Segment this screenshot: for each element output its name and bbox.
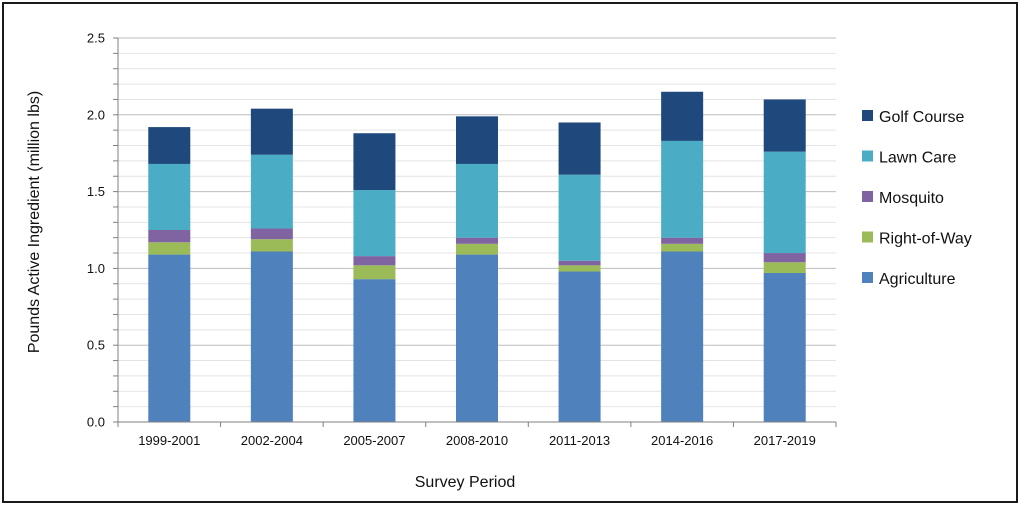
legend-swatch: [862, 191, 873, 202]
bar-segment-lawn-care: [250, 154, 293, 229]
legend-label: Golf Course: [879, 109, 964, 126]
bar-segment-agriculture: [250, 251, 293, 422]
bar-segment-agriculture: [763, 273, 806, 422]
legend: Golf Course Lawn Care Mosquito Right-of-Way…: [862, 109, 972, 288]
bar-segment-agriculture: [148, 254, 191, 422]
y-axis-title: Pounds Active Ingredient (million lbs): [26, 91, 43, 353]
legend-label: Agriculture: [879, 271, 956, 288]
y-tick-label: 2.5: [87, 31, 105, 46]
legend-label: Lawn Care: [879, 150, 956, 167]
bar-segment-golf-course: [456, 116, 498, 164]
y-tick-label: 2.0: [87, 107, 105, 122]
bar-segment-mosquito: [661, 237, 704, 244]
bar-segment-mosquito: [250, 228, 293, 240]
bar-segment-right-of-way: [558, 265, 601, 272]
axes: [113, 37, 837, 427]
bar-segment-right-of-way: [661, 243, 704, 252]
y-tick-label: 1.0: [87, 261, 105, 276]
bar-segment-golf-course: [353, 133, 396, 191]
x-tick-label: 2014-2016: [651, 433, 713, 448]
x-tick-label: 2011-2013: [549, 433, 610, 448]
tick-labels: 0.0 0.5 1.0 1.5 2.0 2.5 1999-2001 2002-2004 2005…: [87, 31, 816, 449]
bar-segment-lawn-care: [763, 151, 806, 254]
bar-segment-mosquito: [148, 230, 191, 243]
legend-label: Mosquito: [879, 190, 944, 207]
bar-segment-lawn-care: [661, 140, 704, 238]
x-axis-title: Survey Period: [415, 474, 516, 491]
bar-segment-lawn-care: [456, 163, 498, 238]
bar-segment-right-of-way: [353, 265, 396, 280]
bar-segment-mosquito: [763, 253, 806, 263]
y-tick-label: 0.0: [87, 415, 105, 430]
bar-segment-right-of-way: [250, 239, 293, 252]
bar-segment-lawn-care: [558, 174, 601, 261]
bar-segment-lawn-care: [353, 190, 396, 257]
bar-segment-right-of-way: [148, 242, 191, 255]
legend-swatch: [862, 272, 873, 283]
bar-segment-right-of-way: [763, 262, 806, 274]
bar-segment-golf-course: [661, 91, 704, 141]
bar-segment-lawn-care: [148, 163, 191, 230]
bar-segment-golf-course: [148, 127, 191, 164]
legend-label: Right-of-Way: [879, 231, 972, 248]
bar-segment-agriculture: [558, 271, 601, 422]
bar-segment-golf-course: [763, 99, 806, 152]
bar-segment-mosquito: [558, 260, 601, 266]
y-tick-label: 0.5: [87, 338, 105, 353]
x-tick-label: 2005-2007: [343, 433, 405, 448]
bar-segment-golf-course: [250, 108, 293, 155]
legend-swatch: [862, 150, 873, 162]
x-tick-label: 2008-2010: [446, 433, 508, 448]
bars: [148, 91, 806, 422]
bar-segment-agriculture: [456, 254, 498, 422]
bar-segment-right-of-way: [456, 243, 498, 255]
x-tick-label: 1999-2001: [138, 433, 200, 448]
x-tick-label: 2002-2004: [241, 433, 303, 448]
x-tick-label: 2017-2019: [754, 433, 816, 448]
y-tick-label: 1.5: [87, 184, 105, 199]
bar-segment-mosquito: [353, 256, 396, 266]
bar-segment-agriculture: [353, 279, 396, 422]
bar-segment-mosquito: [456, 237, 498, 244]
bar-segment-golf-course: [558, 122, 601, 175]
legend-swatch: [862, 110, 873, 121]
bar-segment-agriculture: [661, 251, 704, 422]
legend-swatch: [862, 231, 873, 243]
